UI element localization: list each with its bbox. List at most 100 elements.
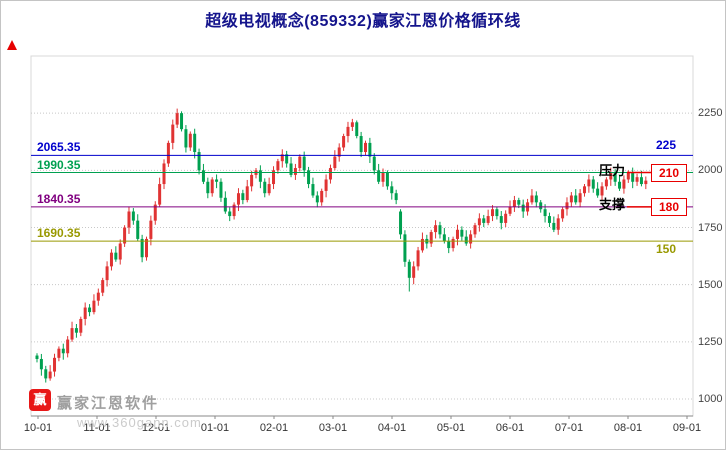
candle-body	[412, 266, 416, 278]
candle-body	[88, 307, 92, 313]
candle-body	[543, 209, 547, 217]
candle-body	[372, 156, 376, 171]
candle-body	[609, 172, 613, 180]
candle-body	[482, 218, 486, 223]
candle-body	[547, 216, 551, 223]
candle-body	[618, 181, 622, 189]
candle-body	[469, 234, 473, 244]
candle-body	[83, 307, 87, 319]
candle-body	[158, 184, 162, 205]
candle-body	[504, 213, 508, 223]
y-tick-label: 1250	[698, 335, 723, 348]
candle-body	[70, 328, 74, 340]
candle-body	[464, 236, 468, 244]
candle-body	[569, 195, 573, 203]
candle-body	[118, 243, 122, 260]
candle-body	[473, 225, 477, 235]
candle-body	[451, 238, 455, 249]
candle-body	[258, 170, 262, 182]
candle-body	[521, 204, 525, 212]
candle-body	[245, 186, 249, 201]
candle-body	[626, 172, 630, 180]
brand-watermark: 赢家江恩软件	[57, 395, 160, 412]
y-tick-label: 1000	[698, 393, 723, 405]
candle-body	[223, 197, 227, 212]
candle-body	[324, 179, 328, 191]
candle-body	[364, 142, 367, 153]
candle-body	[188, 133, 192, 148]
x-axis-label: 10-01	[23, 422, 53, 434]
candle-body	[574, 195, 578, 203]
y-tick-label: 1500	[698, 278, 723, 291]
red-signal-arrow-icon	[6, 39, 18, 51]
candle-body	[355, 122, 359, 137]
y-tick-label: 2250	[698, 107, 723, 120]
candle-body	[381, 172, 385, 182]
candle-body	[145, 238, 148, 258]
pressure-label: 压力	[598, 162, 625, 178]
candle-body	[631, 172, 635, 182]
brand-logo-icon: 赢	[29, 389, 51, 411]
x-axis-label: 05-01	[436, 422, 466, 434]
candle-body	[61, 348, 65, 354]
candle-body	[267, 184, 271, 194]
x-axis-label: 11-01	[83, 422, 111, 434]
candle-body	[346, 126, 350, 137]
candle-body	[499, 216, 503, 223]
y-tick-label: 1750	[698, 221, 723, 234]
candle-body	[438, 225, 442, 235]
candle-body	[66, 339, 70, 354]
candle-body	[105, 266, 109, 281]
candle-body	[39, 358, 43, 370]
gann-price-label: 1990.35	[37, 157, 81, 172]
x-axis-label: 01-01	[200, 422, 230, 434]
candle-body	[250, 174, 254, 187]
candle-body	[578, 193, 582, 203]
candle-body	[495, 209, 499, 217]
candle-body	[175, 113, 179, 125]
candle-body	[101, 280, 105, 293]
gann-price-label: 1690.35	[37, 226, 81, 241]
x-axis-label: 06-01	[495, 422, 525, 434]
candle-body	[140, 238, 144, 258]
candle-body	[307, 170, 311, 185]
candle-body	[298, 156, 302, 169]
candle-body	[79, 318, 83, 333]
support-label: 支撑	[598, 196, 625, 212]
candle-body	[263, 181, 267, 194]
x-axis-label: 12-01	[141, 422, 171, 434]
candle-body	[385, 172, 389, 187]
candle-body	[447, 241, 451, 249]
candle-body	[96, 292, 100, 301]
candle-body	[44, 369, 48, 379]
candle-body	[604, 179, 608, 187]
candle-body	[390, 186, 394, 194]
x-axis-label: 08-01	[613, 422, 643, 434]
candle-body	[166, 142, 170, 164]
x-axis-label: 09-01	[672, 422, 702, 434]
candle-body	[74, 328, 78, 333]
x-axis-label: 07-01	[554, 422, 584, 434]
candle-body	[460, 229, 464, 237]
candle-body	[622, 179, 626, 189]
candle-body	[377, 170, 381, 182]
candle-body	[455, 229, 459, 239]
pressure-value-box: 210	[651, 163, 687, 182]
candle-body	[92, 300, 96, 313]
candle-body	[35, 355, 39, 359]
candle-body	[635, 177, 639, 182]
candle-body	[131, 211, 135, 221]
candle-body	[416, 250, 420, 267]
candle-body	[149, 220, 153, 239]
candle-body	[600, 186, 604, 196]
candle-body	[293, 168, 297, 175]
candle-body	[403, 234, 407, 262]
candle-body	[236, 193, 240, 205]
candle-body	[315, 195, 319, 203]
candle-body	[206, 181, 210, 194]
candle-body	[127, 211, 131, 228]
candle-body	[613, 172, 617, 182]
candle-body	[399, 211, 403, 235]
